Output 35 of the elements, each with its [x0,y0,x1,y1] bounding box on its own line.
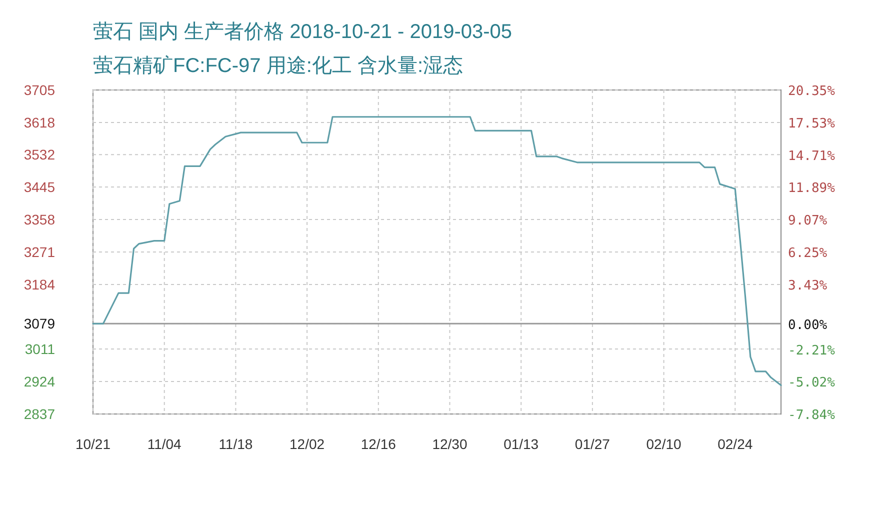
x-tick-label: 02/10 [646,436,682,452]
y2-tick-label: 0.00% [788,318,828,333]
x-tick-label: 12/30 [432,436,468,452]
chart-subtitle: 萤石精矿FC:FC-97 用途:化工 含水量:湿态 [93,55,464,77]
x-tick-label: 01/13 [504,436,539,452]
chart-title: 萤石 国内 生产者价格 2018-10-21 - 2019-03-05 [93,21,512,43]
x-tick-label: 11/18 [218,436,253,452]
y-tick-label: 3079 [24,316,56,332]
y2-tick-label: 14.71% [788,148,836,164]
y-tick-label: 3011 [24,341,56,358]
line-series [92,116,782,386]
x-tick-label: 01/27 [574,436,610,452]
x-tick-label: 10/21 [75,436,111,452]
y-tick-label: 3271 [24,244,56,260]
y2-tick-label: 6.25% [788,246,828,262]
y2-tick-label: -2.21% [788,343,836,358]
y2-tick-label: 3.43% [788,278,828,294]
x-tick-label: 11/04 [147,436,182,452]
y2-tick-label: -5.02% [788,376,836,391]
y-tick-label: 3532 [24,146,56,163]
y2-tick-label: 9.07% [788,214,828,229]
y-tick-label: 3618 [24,114,56,130]
y2-tick-label: 11.89% [788,181,836,196]
y-tick-label: 3445 [24,179,56,196]
y-tick-label: 2837 [24,406,56,422]
y2-tick-label: -7.84% [788,408,836,423]
x-tick-label: 12/02 [290,436,325,452]
x-tick-label: 12/16 [360,436,396,452]
y-tick-label: 3184 [24,276,56,292]
y-tick-label: 2924 [24,374,56,390]
y-tick-label: 3358 [24,212,56,228]
y2-tick-label: 17.53% [788,116,836,132]
y-tick-label: 3705 [24,82,56,98]
x-tick-label: 02/24 [718,436,753,452]
y2-tick-label: 20.35% [788,84,836,99]
